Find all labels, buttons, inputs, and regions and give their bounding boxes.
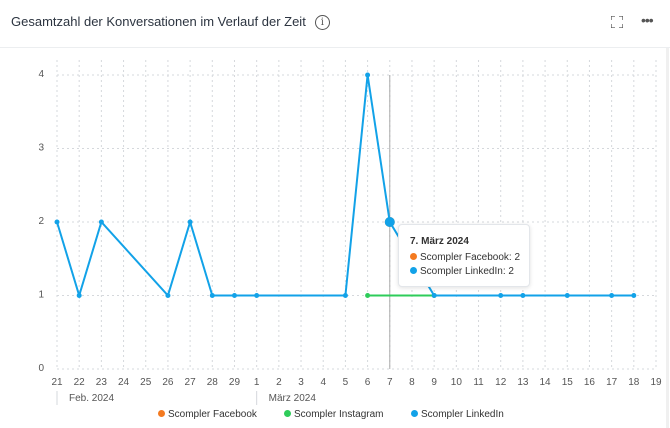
x-tick-label: 24	[118, 377, 130, 388]
x-tick-label: 21	[51, 377, 63, 388]
y-tick-label: 0	[38, 363, 44, 374]
instagram-dot-icon	[284, 410, 291, 417]
x-tick-label: 26	[162, 377, 174, 388]
x-tick-label: 2	[276, 377, 282, 388]
data-point	[54, 219, 60, 225]
x-tick-label: 6	[365, 377, 371, 388]
expand-icon[interactable]	[611, 16, 623, 28]
data-point	[631, 293, 637, 298]
data-point	[520, 293, 526, 298]
x-tick-label: 23	[96, 377, 108, 388]
legend-label: Scompler Facebook	[168, 409, 257, 420]
data-point	[165, 293, 171, 298]
tooltip-row-facebook: Scompler Facebook: 2	[410, 252, 520, 263]
x-tick-label: 29	[229, 377, 241, 388]
linkedin-dot-icon	[410, 267, 417, 274]
x-tick-label: 13	[517, 377, 529, 388]
x-tick-label: 16	[584, 377, 596, 388]
x-tick-label: 15	[562, 377, 574, 388]
tooltip-date: 7. März 2024	[410, 236, 469, 247]
tooltip-row-linkedin: Scompler LinkedIn: 2	[410, 266, 514, 277]
more-icon[interactable]: •••	[641, 12, 654, 28]
line-chart: 21 22 23 24 25 26 27 28 29 1 2 3 4 5 6 7 8 9 10 11 12 13 14 15 1…	[38, 60, 662, 405]
tooltip-label: Scompler Facebook: 2	[420, 252, 521, 263]
y-tick-label: 2	[38, 216, 44, 227]
info-icon[interactable]: i	[314, 14, 330, 30]
legend-item-linkedin[interactable]: Scompler LinkedIn	[411, 409, 504, 420]
x-tick-label: 18	[628, 377, 640, 388]
x-tick-label: 8	[409, 377, 415, 388]
data-point	[498, 293, 504, 298]
x-tick-label: 17	[606, 377, 618, 388]
scrollbar[interactable]	[666, 48, 669, 428]
data-point	[98, 219, 104, 225]
x-tick-label: 25	[140, 377, 152, 388]
legend-item-instagram[interactable]: Scompler Instagram	[284, 409, 383, 420]
x-tick-label: 27	[185, 377, 197, 388]
facebook-dot-icon	[410, 253, 417, 260]
chart-title: Gesamtzahl der Konversationen im Verlauf…	[11, 14, 306, 29]
data-point	[365, 72, 371, 78]
y-tick-label: 3	[38, 143, 44, 154]
month-label: März 2024	[269, 393, 317, 404]
x-tick-label: 9	[431, 377, 437, 388]
data-point	[209, 293, 215, 298]
data-point	[564, 293, 570, 298]
data-point	[254, 293, 260, 298]
title-row: Gesamtzahl der Konversationen im Verlauf…	[11, 14, 330, 30]
month-label: Feb. 2024	[69, 393, 114, 404]
x-tick-label: 19	[650, 377, 662, 388]
x-tick-label: 3	[298, 377, 304, 388]
x-tick-label: 5	[343, 377, 349, 388]
x-tick-label: 22	[74, 377, 86, 388]
legend-item-facebook[interactable]: Scompler Facebook	[158, 409, 257, 420]
data-point	[187, 219, 193, 225]
legend-label: Scompler Instagram	[294, 409, 384, 420]
data-point	[431, 293, 437, 298]
y-tick-label: 1	[38, 290, 44, 301]
x-tick-label: 11	[473, 377, 484, 388]
data-point	[365, 293, 371, 298]
data-point	[609, 293, 615, 298]
legend-label: Scompler LinkedIn	[421, 409, 504, 420]
x-tick-label: 28	[207, 377, 219, 388]
data-point	[76, 293, 82, 298]
tooltip-label: Scompler LinkedIn: 2	[420, 266, 514, 277]
linkedin-dot-icon	[411, 410, 418, 417]
data-point	[231, 293, 237, 298]
tooltip: 7. März 2024 Scompler Facebook: 2 Scompl…	[398, 224, 530, 287]
data-point	[342, 293, 348, 298]
x-tick-label: 4	[320, 377, 326, 388]
x-tick-label: 12	[495, 377, 507, 388]
x-tick-label: 14	[540, 377, 552, 388]
facebook-dot-icon	[158, 410, 165, 417]
y-tick-label: 4	[38, 69, 44, 80]
data-point	[384, 217, 395, 227]
x-tick-label: 7	[387, 377, 393, 388]
x-tick-label: 10	[451, 377, 463, 388]
x-tick-label: 1	[254, 377, 260, 388]
card-header: Gesamtzahl der Konversationen im Verlauf…	[0, 0, 670, 48]
